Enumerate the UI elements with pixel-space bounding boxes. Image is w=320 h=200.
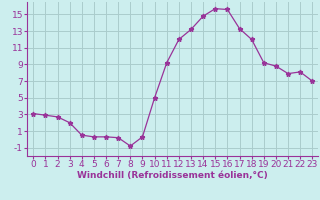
X-axis label: Windchill (Refroidissement éolien,°C): Windchill (Refroidissement éolien,°C) (77, 171, 268, 180)
